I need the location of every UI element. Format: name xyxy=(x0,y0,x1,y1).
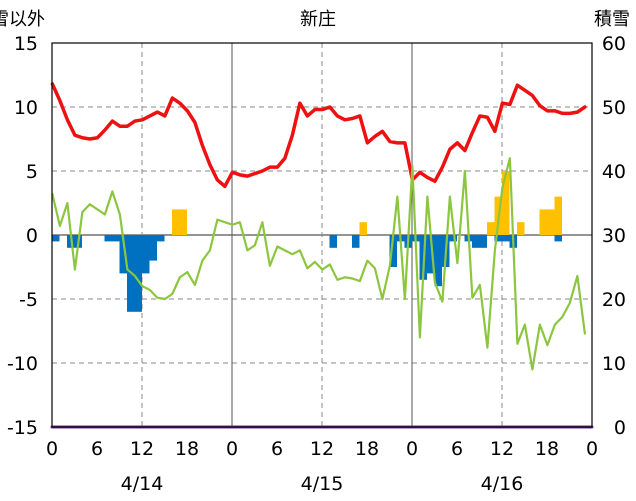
negative_bars-bar xyxy=(502,235,510,242)
negative_bars-bar xyxy=(449,235,457,242)
x-tick-label: 0 xyxy=(46,438,58,460)
y-left-tick-label: -5 xyxy=(19,289,38,311)
green_series-line xyxy=(51,157,586,371)
x-tick-label: 6 xyxy=(271,438,283,460)
y-right-tick-label: 0 xyxy=(614,417,626,439)
y-left-label: 積雪以外 xyxy=(0,9,45,30)
snowfall-bar xyxy=(539,209,547,235)
x-tick-label: 6 xyxy=(451,438,463,460)
x-tick-label: 0 xyxy=(586,438,598,460)
negative_bars-bar xyxy=(52,235,60,242)
negative_bars-bar xyxy=(142,235,150,274)
x-tick-label: 18 xyxy=(175,438,199,460)
negative_bars-bar xyxy=(104,235,112,242)
y-left-tick-label: -10 xyxy=(7,353,38,375)
chart-title: 新庄 xyxy=(300,9,336,30)
negative_bars-bar xyxy=(134,235,142,312)
y-left-tick-label: 10 xyxy=(14,97,38,119)
x-tick-label: 6 xyxy=(91,438,103,460)
y-right-tick-label: 60 xyxy=(602,33,626,55)
negative_bars-bar xyxy=(434,235,442,287)
snowfall-bar xyxy=(172,209,180,235)
x-tick-label: 12 xyxy=(310,438,334,460)
temperature-line xyxy=(50,82,587,189)
plot-frame xyxy=(51,42,593,428)
snowfall-bar xyxy=(502,171,510,235)
y-right-label: 積雪 xyxy=(594,9,630,30)
y-right-tick-label: 20 xyxy=(602,289,626,311)
negative_bars-bar xyxy=(112,235,120,242)
x-tick-label: 12 xyxy=(130,438,154,460)
y-right-tick-label: 50 xyxy=(602,97,626,119)
y-right-tick-label: 40 xyxy=(602,161,626,183)
y-left-tick-label: 15 xyxy=(14,33,38,55)
x-tick-label: 18 xyxy=(355,438,379,460)
negative_bars-bar xyxy=(554,235,562,242)
y-left-tick-label: 0 xyxy=(26,225,38,247)
x-tick-label: 18 xyxy=(535,438,559,460)
snowfall-bar xyxy=(547,209,555,235)
snowfall-bar xyxy=(359,222,367,235)
date-label: 4/16 xyxy=(481,473,524,495)
negative_bars-bar xyxy=(149,235,157,261)
negative_bars-bar xyxy=(427,235,435,274)
y-left-tick-label: 5 xyxy=(26,161,38,183)
x-tick-label: 0 xyxy=(226,438,238,460)
y-left-tick-label: -15 xyxy=(7,417,38,439)
x-tick-label: 0 xyxy=(406,438,418,460)
x-tick-label: 12 xyxy=(490,438,514,460)
negative_bars-bar xyxy=(157,235,165,242)
negative_bars-bar xyxy=(479,235,487,248)
negative_bars-bar xyxy=(472,235,480,248)
y-right-tick-label: 10 xyxy=(602,353,626,375)
y-right-tick-label: 30 xyxy=(602,225,626,247)
negative_bars-bar xyxy=(389,235,397,267)
negative_bars-bar xyxy=(352,235,360,248)
negative_bars-bar xyxy=(494,235,502,242)
date-label: 4/14 xyxy=(121,473,164,495)
negative_bars-bar xyxy=(329,235,337,248)
date-label: 4/15 xyxy=(301,473,344,495)
snowfall-bar xyxy=(179,209,187,235)
snowfall-bar xyxy=(487,222,495,235)
negative_bars-bar xyxy=(119,235,127,274)
snowfall-bar xyxy=(517,222,525,235)
snowfall-bar xyxy=(554,196,562,235)
